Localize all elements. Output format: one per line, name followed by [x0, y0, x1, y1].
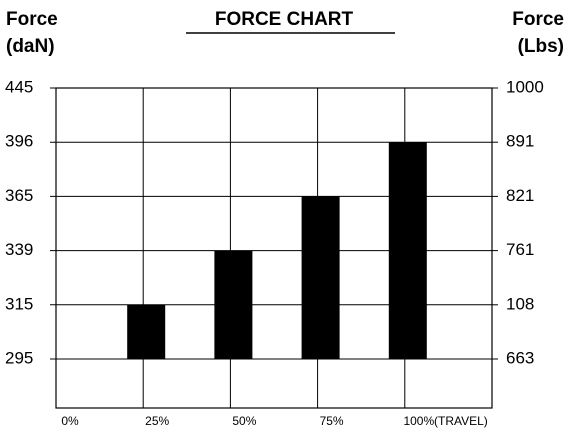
y2-tick-label: 891	[506, 132, 534, 151]
bar	[301, 196, 340, 359]
y2-axis-label: Force	[512, 9, 564, 30]
y-tick-label: 445	[5, 77, 33, 96]
y-tick-label: 315	[5, 294, 33, 313]
y-tick-label: 396	[5, 132, 33, 151]
x-axis-label: (TRAVEL)	[434, 414, 488, 428]
y-axis-label: Force	[6, 9, 58, 30]
x-tick-label: 75%	[320, 414, 344, 428]
y2-axis-label: (Lbs)	[518, 36, 564, 57]
y-tick-label: 365	[5, 186, 33, 205]
y2-tick-label: 108	[506, 294, 534, 313]
y2-tick-label: 761	[506, 240, 534, 259]
bar	[214, 250, 253, 359]
x-tick-label: 50%	[232, 414, 256, 428]
chart-title: FORCE CHART	[215, 9, 354, 30]
x-tick-label: 25%	[145, 414, 169, 428]
y2-tick-label: 821	[506, 186, 534, 205]
y-tick-label: 339	[5, 240, 33, 259]
bar	[127, 304, 166, 359]
y-tick-label: 295	[5, 348, 33, 367]
y2-tick-label: 663	[506, 348, 534, 367]
y-axis-label: (daN)	[6, 36, 55, 57]
y2-tick-label: 1000	[506, 77, 544, 96]
x-tick-label: 0%	[61, 414, 79, 428]
x-tick-label: 100%	[403, 414, 434, 428]
bar	[388, 142, 427, 359]
